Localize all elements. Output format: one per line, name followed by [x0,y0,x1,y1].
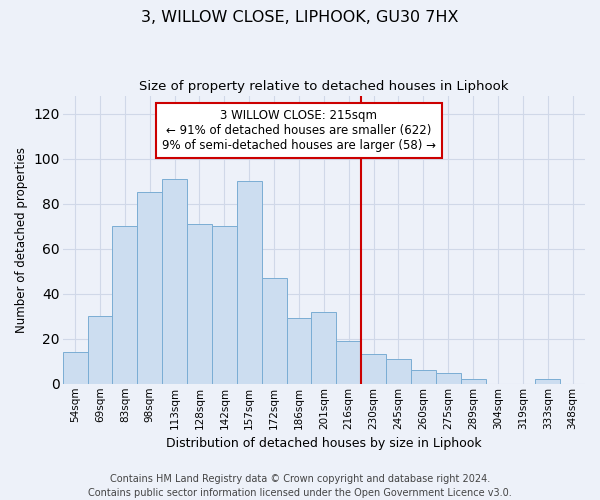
Bar [137,192,162,384]
X-axis label: Distribution of detached houses by size in Liphook: Distribution of detached houses by size … [166,437,482,450]
Bar [411,370,436,384]
Bar [386,359,411,384]
Title: Size of property relative to detached houses in Liphook: Size of property relative to detached ho… [139,80,509,93]
Text: 3 WILLOW CLOSE: 215sqm
← 91% of detached houses are smaller (622)
9% of semi-det: 3 WILLOW CLOSE: 215sqm ← 91% of detached… [162,109,436,152]
Y-axis label: Number of detached properties: Number of detached properties [15,146,28,332]
Bar [237,181,262,384]
Text: 3, WILLOW CLOSE, LIPHOOK, GU30 7HX: 3, WILLOW CLOSE, LIPHOOK, GU30 7HX [141,10,459,25]
Bar [436,372,461,384]
Text: Contains HM Land Registry data © Crown copyright and database right 2024.
Contai: Contains HM Land Registry data © Crown c… [88,474,512,498]
Bar [287,318,311,384]
Bar [461,380,485,384]
Bar [262,278,287,384]
Bar [112,226,137,384]
Bar [162,179,187,384]
Bar [63,352,88,384]
Bar [88,316,112,384]
Bar [535,380,560,384]
Bar [311,312,336,384]
Bar [336,341,361,384]
Bar [361,354,386,384]
Bar [212,226,237,384]
Bar [187,224,212,384]
